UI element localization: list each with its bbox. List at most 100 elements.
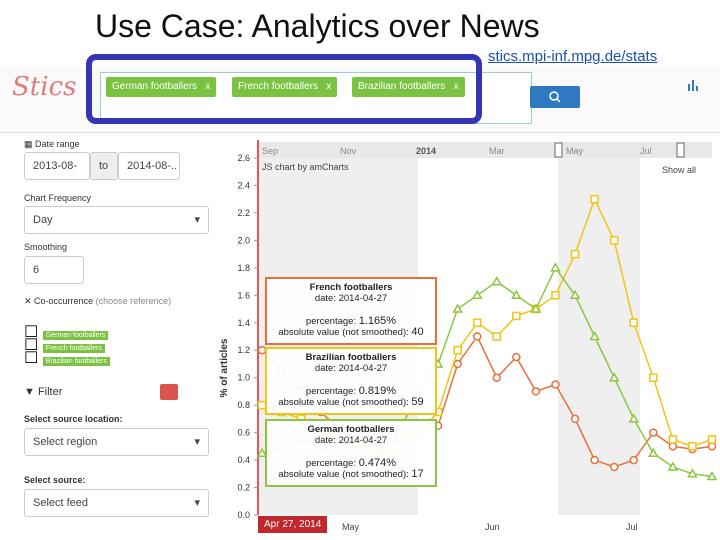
tooltip-value: 1.165% bbox=[358, 315, 397, 327]
tooltip: Brazilian footballers date: 2014-04-27 p… bbox=[265, 347, 437, 415]
tag-label: German footballers bbox=[112, 81, 198, 92]
y-tick-label: 1.4 bbox=[237, 318, 250, 328]
point bbox=[706, 471, 718, 481]
date-to[interactable]: 2014-08-.. bbox=[118, 152, 180, 180]
tag-label: French footballers bbox=[238, 81, 319, 92]
point bbox=[707, 442, 717, 451]
date-from[interactable]: 2013-08- bbox=[24, 152, 90, 180]
point bbox=[590, 455, 599, 465]
point bbox=[491, 276, 503, 286]
label-text: Co-occurrence bbox=[34, 296, 94, 306]
scroll-handle bbox=[676, 142, 685, 158]
tag-close[interactable]: x bbox=[453, 81, 459, 92]
x-tick-label: Jun bbox=[485, 522, 500, 532]
point bbox=[453, 345, 462, 355]
point bbox=[609, 462, 619, 472]
label: Select source: bbox=[24, 475, 86, 485]
point bbox=[531, 387, 541, 396]
point bbox=[628, 413, 640, 423]
point bbox=[570, 249, 580, 259]
point bbox=[707, 435, 717, 444]
y-tick-label: 1.2 bbox=[237, 345, 250, 355]
point bbox=[629, 318, 638, 328]
tooltip-date: date: 2014-04-27 bbox=[314, 435, 388, 446]
timeline-scroller[interactable] bbox=[258, 142, 712, 158]
checkbox-label: French footballers bbox=[42, 344, 105, 353]
tag[interactable]: French footballers x bbox=[232, 77, 338, 97]
tag-close[interactable]: x bbox=[326, 81, 332, 92]
x-tick-label: Jul bbox=[626, 522, 638, 532]
search-button[interactable] bbox=[530, 86, 580, 108]
tooltip-key: absolute value (not smoothed): bbox=[278, 397, 409, 408]
select-value: Select region bbox=[33, 436, 98, 448]
slide-title: Use Case: Analytics over News bbox=[95, 8, 540, 44]
smoothing-input[interactable]: 6 bbox=[24, 256, 84, 284]
point bbox=[551, 291, 560, 300]
source-select[interactable]: Select feed ▾ bbox=[24, 489, 209, 517]
tooltip-value: 0.474% bbox=[358, 457, 397, 469]
shaded-band bbox=[558, 158, 640, 515]
filter-header: ▼ Filter bbox=[24, 386, 63, 398]
scroll-handle bbox=[554, 142, 563, 158]
tooltip-value: 17 bbox=[411, 468, 424, 480]
label-text: Date range bbox=[35, 139, 80, 149]
label: ▦ Date range bbox=[24, 139, 80, 149]
stats-icon[interactable] bbox=[686, 78, 702, 92]
y-tick-label: 1.0 bbox=[237, 373, 250, 383]
tag[interactable]: German footballers x bbox=[106, 77, 217, 97]
point bbox=[667, 461, 679, 471]
timeline-label: 2014 bbox=[416, 146, 436, 156]
point bbox=[609, 236, 619, 245]
tag[interactable]: Brazilian footballers x bbox=[352, 77, 465, 97]
point bbox=[492, 332, 502, 341]
checkbox-label: German footballers bbox=[42, 331, 109, 340]
tooltip-name: Brazilian footballers bbox=[305, 352, 397, 363]
point bbox=[648, 447, 659, 457]
frequency-select[interactable]: Day ▾ bbox=[24, 206, 209, 234]
y-axis-label: % of articles bbox=[219, 338, 230, 397]
location-select[interactable]: Select region ▾ bbox=[24, 428, 209, 456]
hint: (choose reference) bbox=[95, 296, 172, 306]
point bbox=[608, 372, 620, 382]
point bbox=[551, 380, 560, 389]
timeline-label: Nov bbox=[340, 146, 357, 156]
select-value: Select feed bbox=[33, 497, 89, 509]
point bbox=[649, 428, 658, 437]
download-button[interactable] bbox=[160, 384, 178, 400]
timeline-label: Mar bbox=[489, 146, 505, 156]
tooltip-key: absolute value (not smoothed): bbox=[278, 327, 409, 338]
timeline-label: Sep bbox=[262, 146, 278, 156]
tag-close[interactable]: x bbox=[205, 81, 211, 92]
y-tick-label: 2.0 bbox=[237, 235, 250, 245]
url[interactable]: stics.mpi-inf.mpg.de/stats bbox=[488, 48, 658, 65]
tooltip-key: percentage: bbox=[305, 386, 357, 397]
point bbox=[452, 303, 463, 313]
point bbox=[492, 373, 502, 382]
y-tick-label: 0.6 bbox=[237, 428, 250, 438]
y-tick-label: 2.6 bbox=[237, 153, 250, 163]
tooltip-value: 59 bbox=[411, 396, 424, 408]
label: Chart Frequency bbox=[24, 193, 92, 203]
tooltip-date: date: 2014-04-27 bbox=[314, 293, 388, 304]
y-tick-label: 2.4 bbox=[237, 180, 250, 190]
point bbox=[453, 359, 462, 369]
tooltip-date: date: 2014-04-27 bbox=[314, 363, 388, 374]
cursor-label: Apr 27, 2014 bbox=[258, 516, 328, 533]
point bbox=[511, 289, 522, 300]
select-value: Day bbox=[33, 214, 53, 226]
show-all[interactable]: Show all bbox=[662, 165, 696, 175]
chart-credit: JS chart by amCharts bbox=[262, 162, 349, 172]
tooltip-key: absolute value (not smoothed): bbox=[278, 469, 409, 480]
y-tick-label: 0.4 bbox=[237, 455, 250, 465]
point bbox=[668, 435, 678, 444]
point bbox=[472, 332, 482, 341]
point bbox=[668, 442, 678, 451]
point bbox=[649, 373, 658, 382]
point bbox=[256, 447, 268, 457]
point bbox=[472, 318, 482, 328]
tooltip-name: German footballers bbox=[307, 424, 395, 435]
tooltip-value: 0.819% bbox=[358, 385, 397, 397]
tooltip-value: 40 bbox=[411, 326, 424, 338]
highlight-frame bbox=[86, 54, 482, 124]
tooltip-key: percentage: bbox=[305, 316, 357, 327]
